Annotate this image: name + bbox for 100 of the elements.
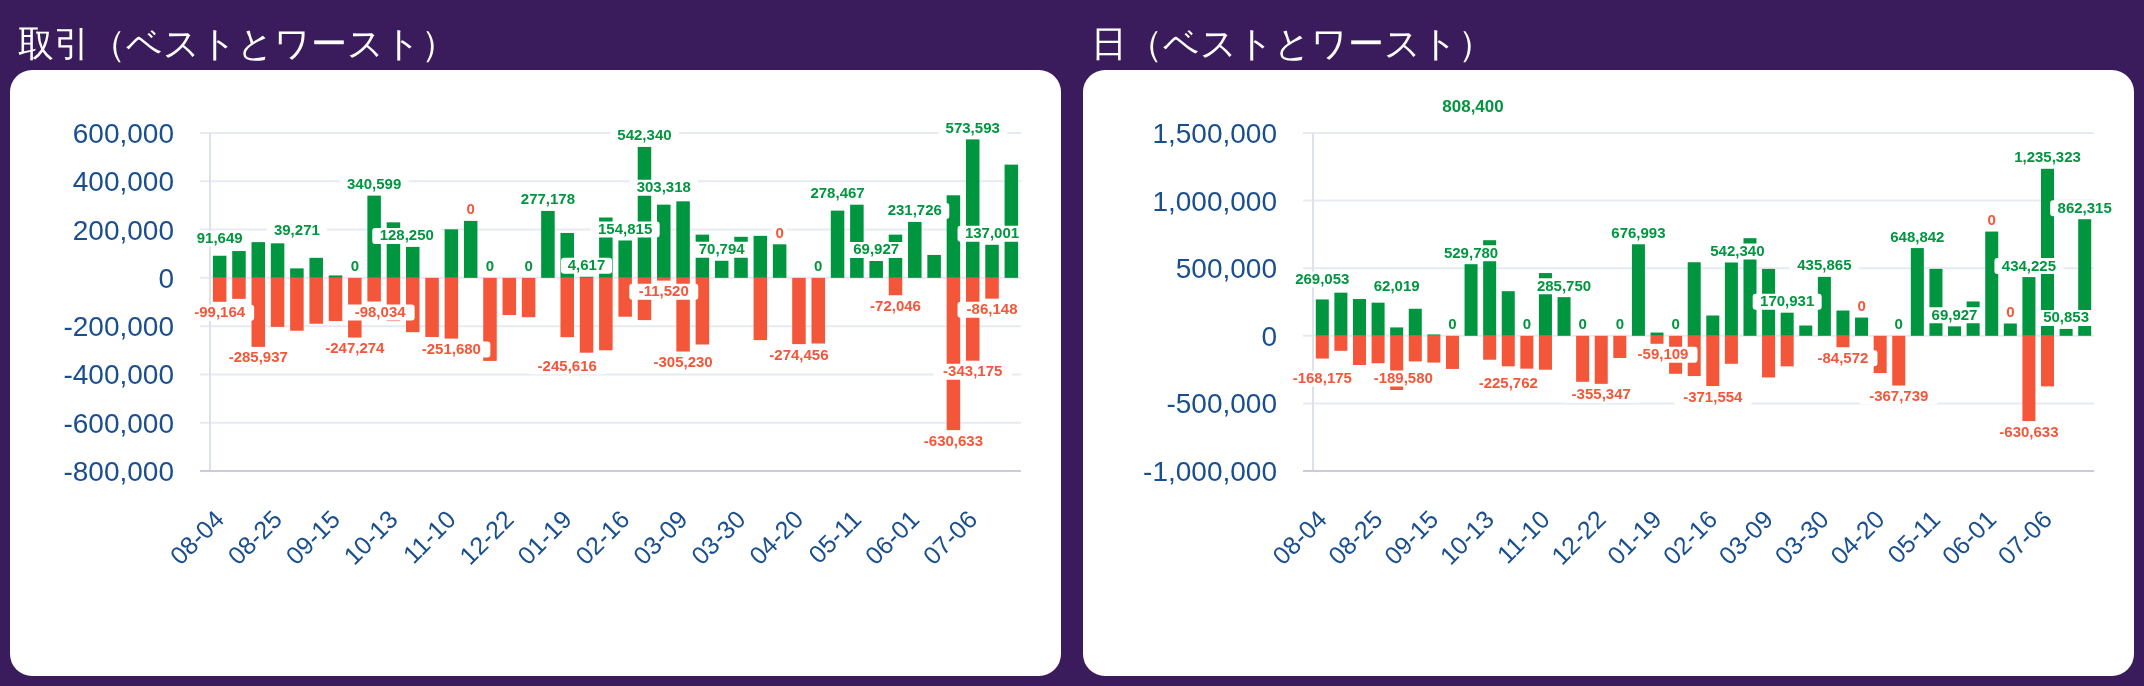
bar: [946, 195, 961, 278]
y-tick-label: -200,000: [63, 311, 174, 343]
bar: [1762, 335, 1776, 378]
data-label: 269,053: [1295, 269, 1350, 287]
data-label: 0: [775, 223, 784, 241]
bar: [1464, 264, 1478, 336]
y-tick-label: -400,000: [63, 359, 174, 391]
bar: [1445, 335, 1459, 369]
bar: [212, 255, 227, 278]
data-label: -11,520: [638, 282, 689, 300]
bar: [2022, 277, 2036, 336]
data-label: 0: [814, 257, 823, 275]
bar: [1799, 325, 1813, 336]
bar: [270, 277, 285, 327]
bar: [1706, 335, 1720, 387]
bar: [270, 243, 285, 278]
bar: [1724, 335, 1738, 364]
data-label: 0: [1578, 315, 1587, 333]
data-label: -245,616: [537, 356, 597, 374]
data-label: 39,271: [273, 220, 320, 238]
data-label: 62,019: [1373, 276, 1420, 294]
y-tick-label: -800,000: [63, 456, 174, 487]
bar: [1352, 335, 1366, 365]
bar: [1483, 335, 1497, 360]
data-label: 0: [1987, 211, 1996, 229]
data-label: 435,865: [1797, 256, 1852, 274]
bar: [2059, 328, 2073, 336]
bar: [405, 246, 420, 278]
bar: [1427, 335, 1441, 363]
bar: [232, 277, 246, 299]
bar: [1557, 297, 1571, 336]
bar: [1371, 302, 1385, 336]
data-label: -225,762: [1478, 373, 1538, 391]
bar: [1724, 262, 1738, 336]
data-label: 170,931: [1760, 292, 1815, 310]
bar: [251, 277, 266, 347]
chart-title: 取引（ベストとワースト）: [18, 23, 457, 64]
bar: [309, 257, 323, 278]
bar: [2003, 323, 2017, 336]
data-label: -630,633: [1999, 422, 2059, 440]
bar: [618, 240, 632, 278]
bar: [657, 204, 671, 278]
data-label: 69,927: [853, 240, 900, 258]
bar: [811, 277, 826, 344]
data-label: 676,993: [1611, 223, 1666, 241]
data-label: 231,726: [887, 201, 942, 219]
bar: [367, 195, 381, 278]
bar: [1855, 317, 1869, 336]
bar: [1780, 335, 1794, 367]
data-label: -251,680: [421, 340, 481, 358]
bar: [1334, 292, 1348, 336]
data-label: 0: [1448, 315, 1457, 333]
bar: [1390, 327, 1404, 336]
bar: [2041, 335, 2055, 387]
bar: [1910, 248, 1924, 336]
bar: [1613, 335, 1627, 358]
bar: [232, 251, 246, 278]
data-label: -189,580: [1373, 368, 1433, 386]
data-label: -355,347: [1571, 385, 1631, 403]
bar: [521, 277, 536, 318]
bar: [869, 260, 883, 278]
data-label: 69,927: [1931, 305, 1978, 323]
data-label: 277,178: [520, 190, 576, 208]
chart-title: 日（ベストとワースト）: [1091, 23, 1494, 64]
bar: [328, 277, 343, 322]
bar: [657, 277, 671, 281]
y-tick-label: 1,000,000: [1152, 185, 1277, 217]
bar: [1520, 335, 1534, 369]
data-label: 0: [350, 257, 359, 275]
bar: [1948, 326, 1962, 336]
bar: [695, 277, 710, 345]
bar: [1501, 291, 1515, 336]
y-tick-label: 1,500,000: [1152, 118, 1277, 149]
bar: [309, 277, 323, 324]
bar: [444, 229, 459, 278]
data-label: -305,230: [653, 353, 713, 371]
bar: [328, 275, 343, 278]
data-label: 648,842: [1890, 227, 1945, 245]
data-label: 4,617: [567, 256, 606, 274]
data-label: 285,750: [1536, 276, 1592, 294]
bar: [290, 268, 304, 278]
bar: [1817, 276, 1831, 336]
data-label: 529,780: [1443, 243, 1499, 261]
bar: [1576, 335, 1590, 382]
data-label: -86,148: [966, 300, 1018, 318]
bar: [1780, 312, 1794, 336]
text: 808,400: [1442, 97, 1504, 116]
data-label: -84,572: [1817, 348, 1869, 366]
bar: [1985, 231, 1999, 336]
data-label: -371,554: [1683, 387, 1744, 405]
data-label: 0: [485, 257, 495, 275]
y-tick-label: 0: [1261, 320, 1277, 352]
bar: [1687, 262, 1701, 336]
data-label: -168,175: [1292, 369, 1352, 387]
y-tick-label: 400,000: [72, 166, 174, 198]
bar: [753, 277, 768, 341]
data-label: 542,340: [1710, 241, 1765, 259]
data-label: -98,034: [354, 303, 407, 321]
data-label: -59,109: [1637, 345, 1689, 363]
bar: [1334, 335, 1348, 351]
